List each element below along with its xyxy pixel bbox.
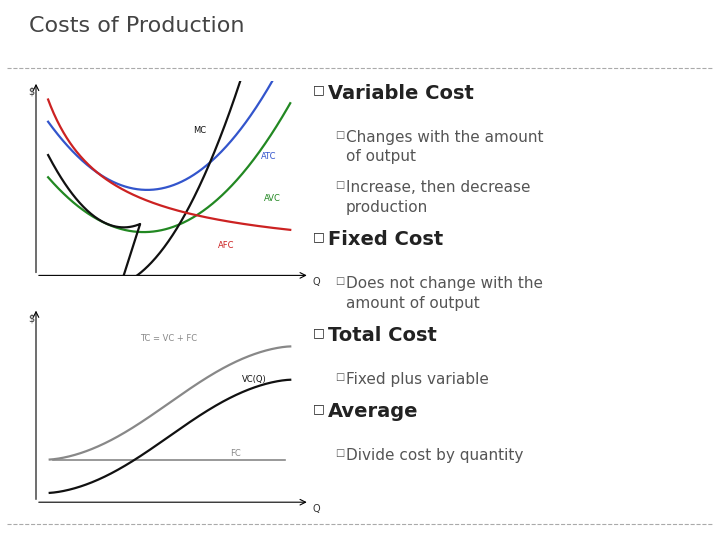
Text: Fixed plus variable: Fixed plus variable <box>346 372 488 387</box>
Text: □: □ <box>335 372 344 382</box>
Text: □: □ <box>335 130 344 140</box>
Text: TC = VC + FC: TC = VC + FC <box>140 334 197 343</box>
Text: FC: FC <box>230 449 240 458</box>
Text: Does not change with the
amount of output: Does not change with the amount of outpu… <box>346 276 543 310</box>
Text: Divide cost by quantity: Divide cost by quantity <box>346 448 523 463</box>
Text: □: □ <box>335 448 344 458</box>
Text: Increase, then decrease
production: Increase, then decrease production <box>346 180 530 214</box>
Text: ATC: ATC <box>261 152 276 161</box>
Text: Fixed Cost: Fixed Cost <box>328 230 443 249</box>
Text: □: □ <box>313 326 325 339</box>
Text: $: $ <box>28 313 35 323</box>
Text: Average: Average <box>328 402 418 421</box>
Text: $: $ <box>28 86 35 97</box>
Text: Changes with the amount
of output: Changes with the amount of output <box>346 130 543 164</box>
Text: □: □ <box>313 84 325 97</box>
Text: Q: Q <box>312 277 320 287</box>
Text: Variable Cost: Variable Cost <box>328 84 474 103</box>
Text: AVC: AVC <box>264 194 281 204</box>
Text: □: □ <box>335 276 344 286</box>
Text: Q: Q <box>312 504 320 514</box>
Text: Total Cost: Total Cost <box>328 326 436 345</box>
Text: VC(Q): VC(Q) <box>242 375 266 384</box>
Text: Costs of Production: Costs of Production <box>29 16 244 36</box>
Text: □: □ <box>313 230 325 243</box>
Text: MC: MC <box>194 126 207 135</box>
Text: □: □ <box>313 402 325 415</box>
Text: AFC: AFC <box>217 241 234 249</box>
Text: □: □ <box>335 180 344 190</box>
